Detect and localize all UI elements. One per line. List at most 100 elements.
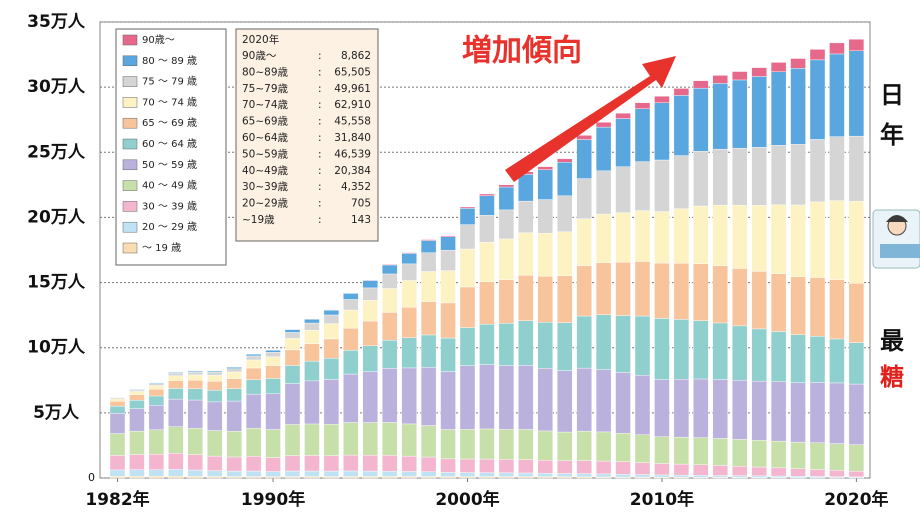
bar-segment [285,365,300,383]
bar-segment [732,476,747,478]
bar-segment [168,381,183,389]
table-row-label: 80~89歳 [242,66,289,78]
bar-segment [596,122,611,127]
y-tick-label: 5万人 [33,403,80,423]
bar-segment [499,210,514,239]
bar-segment [538,276,553,322]
bar-segment [616,474,631,477]
bar-segment [168,469,183,476]
bar-segment [441,303,456,338]
bar-segment [810,443,825,470]
bar-segment [654,263,669,318]
bar-segment [285,350,300,366]
bar-segment [207,381,222,390]
bar-segment [849,471,864,477]
bar-segment [343,455,358,471]
bar-segment [129,455,144,470]
bar-segment [791,335,806,383]
y-tick-label: 10万人 [27,338,86,358]
bar-segment [129,431,144,454]
table-row-label: 40~49歳 [242,165,289,177]
bar-segment [635,211,650,262]
bar-segment [266,350,281,352]
bar-segment [188,375,203,380]
bar-segment [363,477,378,478]
trend-annotation: 増加傾向 [462,34,582,69]
bar-segment [304,381,319,424]
bar-segment [577,461,592,474]
bar-segment [382,312,397,340]
bar-segment [752,271,767,329]
bar-segment [791,277,806,335]
bar-segment [188,372,203,375]
bar-segment [129,391,144,394]
bar-segment [285,330,300,333]
bar-segment [771,274,786,332]
bar-segment [771,441,786,468]
bar-segment [441,371,456,429]
bar-segment [654,96,669,102]
bar-segment [557,432,572,461]
bar-segment [771,62,786,71]
bar-segment [674,475,689,477]
bar-segment [732,380,747,439]
bar-segment [402,338,417,368]
bar-segment [227,367,242,368]
x-tick-label: 2010年 [630,489,694,510]
bar-segment [149,384,164,386]
bar-segment [732,205,747,268]
side-text: 最 [880,327,905,355]
bar-segment [441,338,456,371]
bar-segment [654,437,669,464]
bar-segment [304,424,319,455]
bar-segment [402,368,417,424]
bar-segment [188,476,203,478]
bar-segment [596,474,611,477]
bar-segment [460,477,475,478]
bar-segment [441,250,456,270]
bar-segment [304,361,319,381]
y-tick-label: 25万人 [27,142,86,162]
bar-segment [596,127,611,171]
bar-segment [499,459,514,472]
bar-segment [577,431,592,460]
bar-segment [829,444,844,471]
bar-segment [713,83,728,149]
table-separator: : [318,50,322,62]
bar-segment [674,156,689,209]
bar-segment [168,388,183,399]
bar-segment [713,149,728,205]
bar-segment [849,445,864,472]
y-tick-label: 35万人 [27,12,86,32]
bar-segment [693,379,708,438]
bar-segment [324,477,339,478]
bar-segment [207,375,222,381]
bar-segment [421,367,436,425]
bar-segment [382,264,397,265]
bar-segment [188,371,203,372]
chart: 05万人10万人15万人20万人25万人30万人35万人1982年1990年20… [0,0,920,515]
bar-segment [732,439,747,466]
bar-segment [246,394,261,428]
table-row-value: 62,910 [334,99,371,111]
table-row-label: 75~79歳 [242,83,289,95]
bar-segment [479,242,494,282]
legend-label: 20 ～ 29 歳 [142,221,197,233]
bar-segment [752,147,767,205]
bar-segment [460,459,475,473]
legend-swatch [123,56,137,66]
bar-segment [849,343,864,384]
table-separator: : [318,165,322,177]
bar-segment [363,288,378,300]
bar-segment [168,427,183,454]
bar-segment [188,380,203,389]
bar-segment [810,49,825,59]
bar-segment [596,369,611,431]
bar-segment [654,212,669,264]
bar-segment [460,225,475,249]
bar-segment [324,324,339,339]
legend-swatch [123,118,137,128]
table-row-value: 31,840 [334,132,371,144]
bar-segment [674,437,689,464]
table-separator: : [318,99,322,111]
